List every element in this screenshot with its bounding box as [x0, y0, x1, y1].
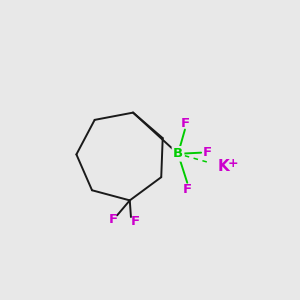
Text: F: F: [183, 183, 192, 196]
Text: F: F: [130, 215, 140, 228]
Text: F: F: [180, 117, 190, 130]
Text: F: F: [108, 213, 118, 226]
Text: B: B: [173, 147, 183, 160]
Text: K: K: [217, 159, 229, 174]
Text: +: +: [227, 157, 238, 170]
Text: F: F: [202, 146, 212, 159]
